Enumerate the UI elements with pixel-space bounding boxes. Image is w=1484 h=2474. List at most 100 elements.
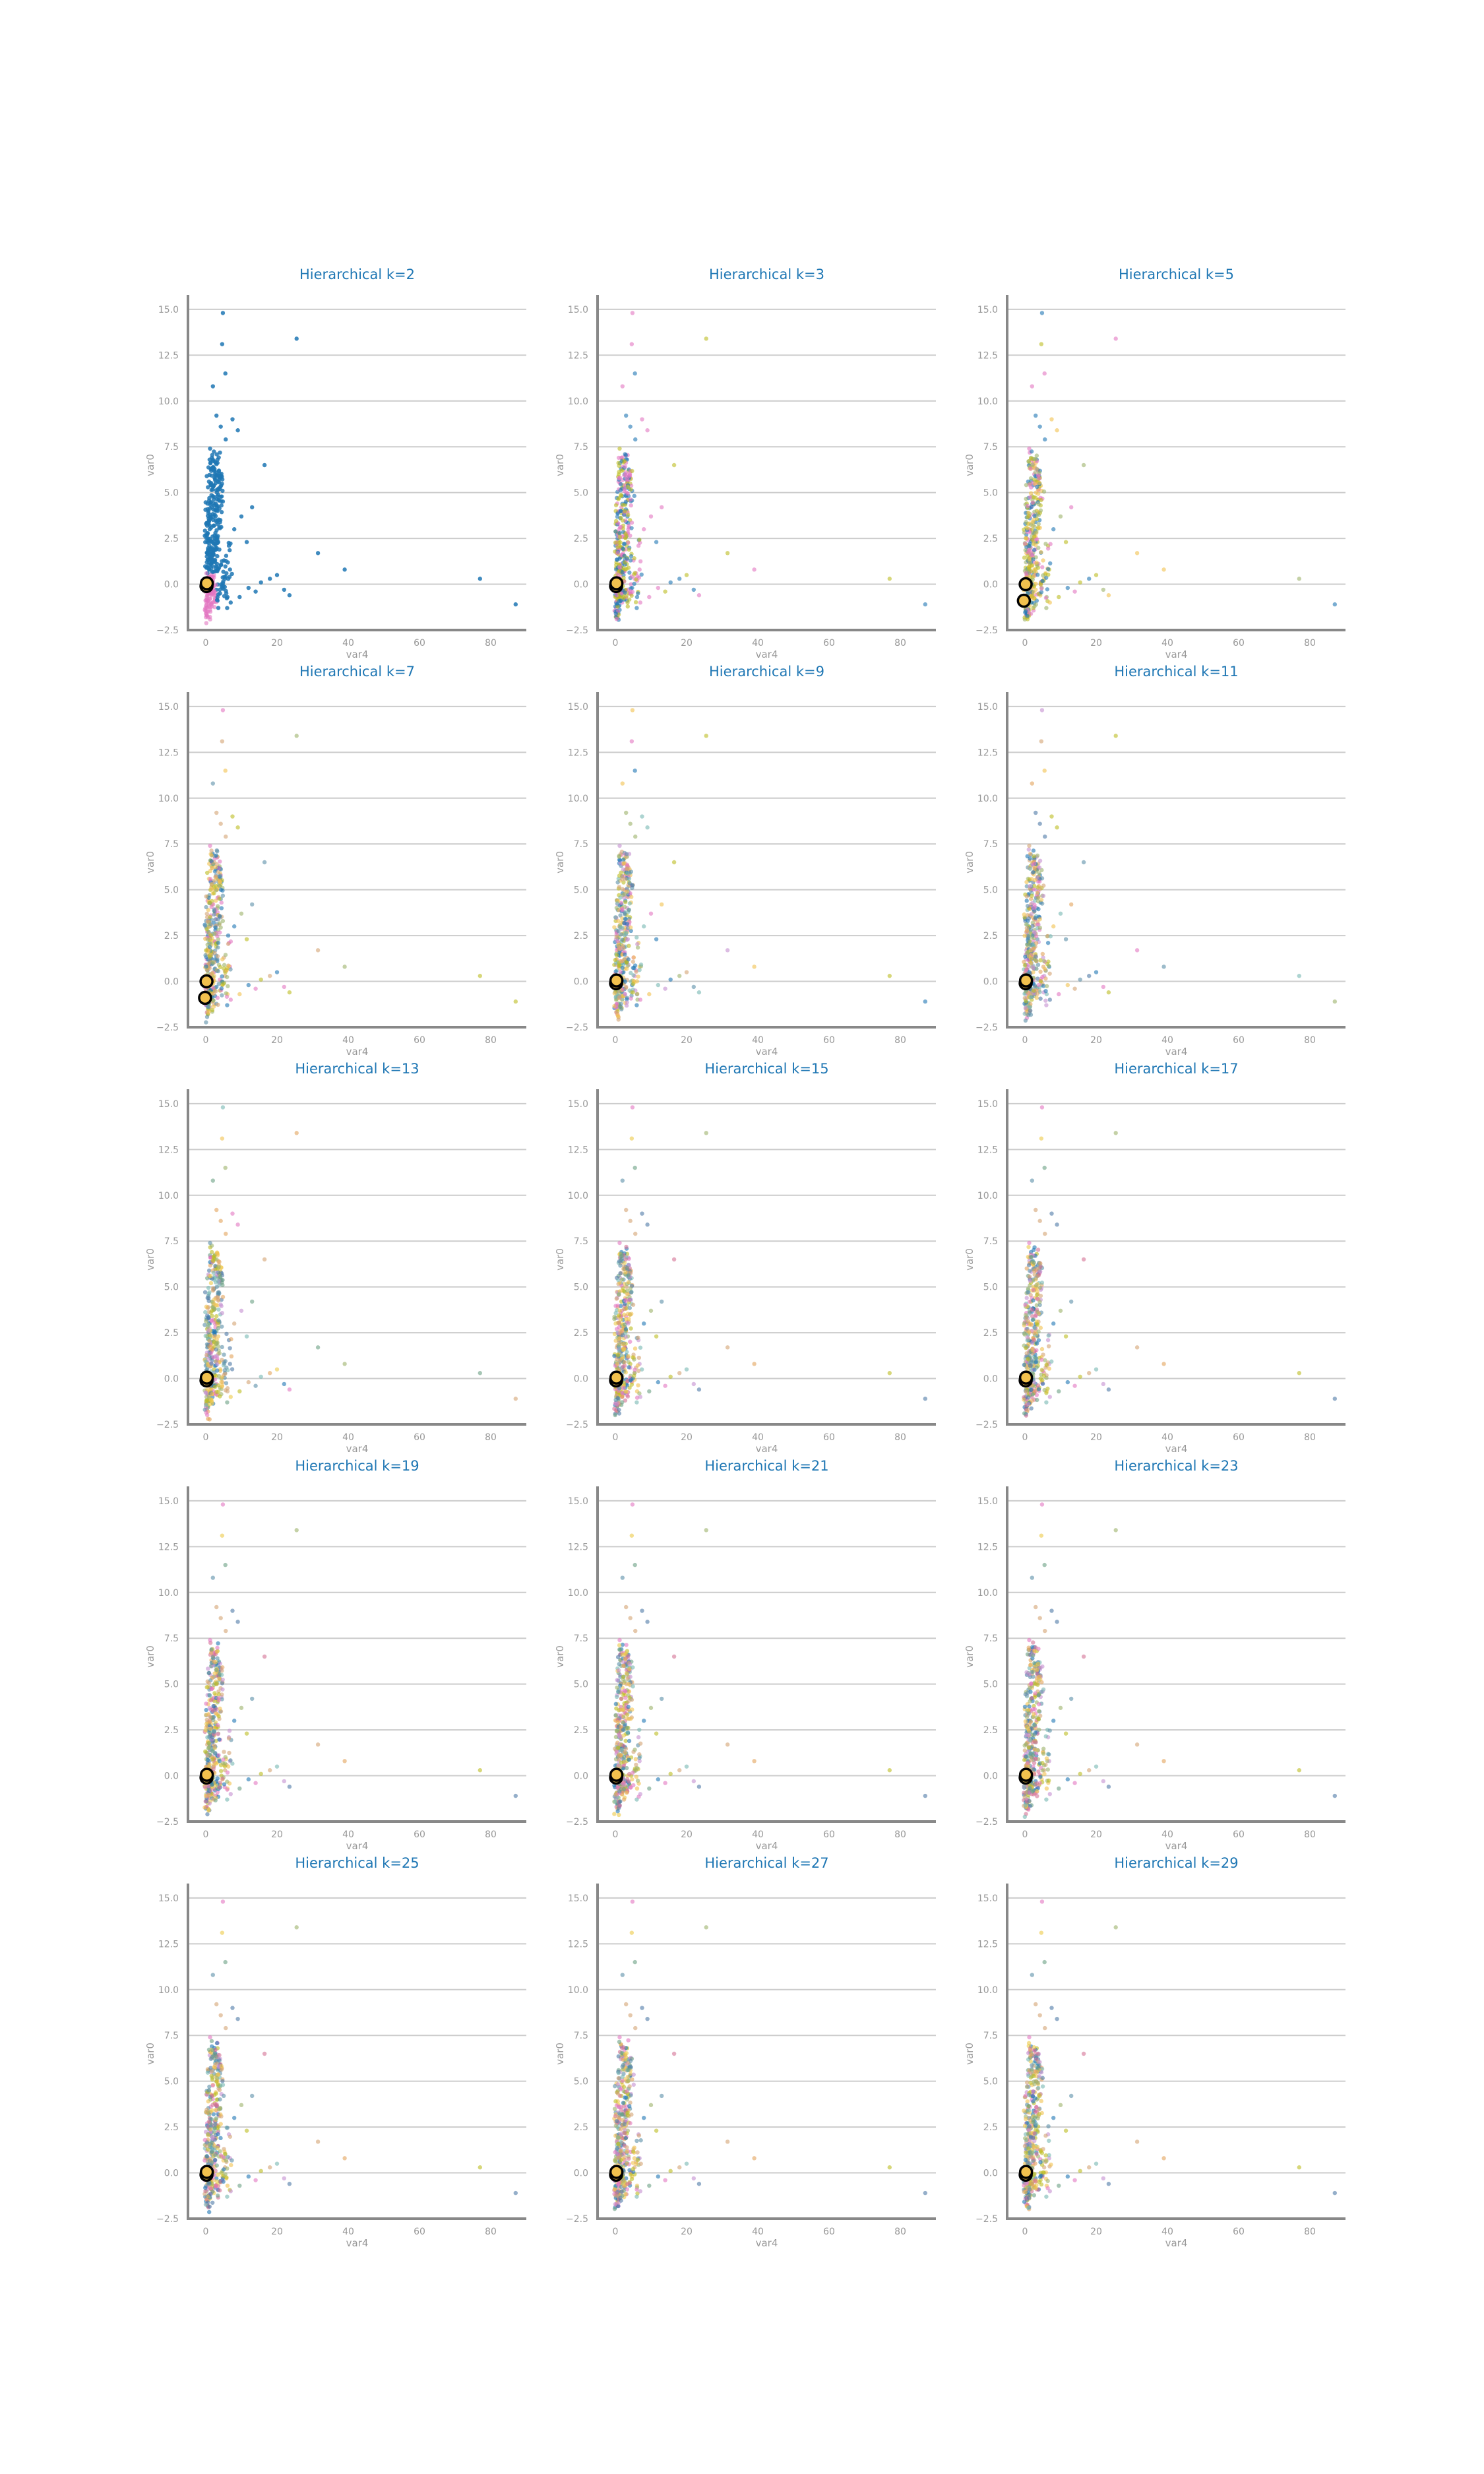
data-point <box>633 371 637 376</box>
data-point <box>206 1005 211 1009</box>
y-tick-label: 7.5 <box>574 839 588 850</box>
data-point <box>1031 1317 1036 1322</box>
data-point <box>1032 1331 1037 1336</box>
data-point <box>1045 567 1051 571</box>
data-point <box>204 536 209 540</box>
data-point <box>342 965 347 969</box>
data-point <box>207 1692 212 1697</box>
data-point <box>704 336 708 341</box>
data-point <box>1041 489 1047 494</box>
data-point <box>1094 1367 1099 1372</box>
data-point <box>629 996 633 1001</box>
data-point <box>677 1371 682 1376</box>
data-point <box>208 933 213 938</box>
data-point <box>208 1697 214 1703</box>
data-point <box>1030 500 1035 505</box>
data-point <box>617 843 622 848</box>
data-point <box>204 1411 208 1415</box>
data-point <box>1024 899 1029 903</box>
data-point <box>637 1727 642 1732</box>
data-point <box>1297 577 1302 581</box>
data-point <box>704 1131 708 1135</box>
y-tick-label: 12.5 <box>158 350 179 361</box>
x-tick-label: 80 <box>894 638 906 649</box>
data-point <box>629 487 633 492</box>
y-tick-label: 10.0 <box>158 1191 179 1201</box>
data-point <box>274 1764 280 1769</box>
data-point <box>1044 606 1049 610</box>
x-tick-label: 20 <box>681 1829 693 1840</box>
data-point <box>220 1345 224 1350</box>
data-point <box>1037 1285 1043 1290</box>
data-point <box>1026 1342 1031 1347</box>
data-point <box>244 1731 249 1736</box>
data-point <box>636 1355 641 1360</box>
data-point <box>634 577 638 582</box>
data-point <box>222 1782 227 1787</box>
data-point <box>244 540 249 544</box>
data-point <box>1038 1325 1043 1330</box>
data-point <box>615 1655 621 1660</box>
data-point <box>1028 1363 1032 1368</box>
data-point <box>1161 567 1166 572</box>
x-axis-label: var4 <box>346 649 369 660</box>
data-point <box>214 853 219 858</box>
data-point <box>623 1298 629 1304</box>
data-point <box>621 1797 627 1802</box>
data-point <box>622 1312 627 1317</box>
data-point <box>220 1357 224 1362</box>
data-point <box>1039 1105 1045 1110</box>
data-point <box>621 1714 626 1719</box>
data-point <box>617 1803 622 1808</box>
chart-title: Hierarchical k=17 <box>1114 1061 1238 1077</box>
data-point <box>1036 573 1040 577</box>
data-point <box>1039 311 1045 315</box>
data-point <box>204 1015 210 1019</box>
data-point <box>217 1785 222 1790</box>
x-axis-label: var4 <box>756 1046 778 1058</box>
data-point <box>1027 566 1032 571</box>
data-point <box>620 937 625 942</box>
data-point <box>629 1290 634 1295</box>
data-point <box>216 1265 221 1269</box>
data-point <box>613 957 618 963</box>
data-point <box>1069 902 1074 907</box>
data-point <box>211 501 216 506</box>
data-point <box>1058 911 1063 916</box>
data-point <box>214 488 219 493</box>
data-point <box>228 998 233 1002</box>
data-point <box>620 959 625 964</box>
x-tick-label: 0 <box>203 1432 209 1443</box>
cluster-center <box>609 576 624 590</box>
data-point <box>636 591 640 596</box>
data-point <box>1038 508 1043 513</box>
data-point <box>217 1737 222 1742</box>
x-tick-label: 20 <box>1090 638 1102 649</box>
data-point <box>208 1637 212 1643</box>
data-point <box>209 557 214 562</box>
data-point <box>210 1258 216 1263</box>
data-point <box>637 968 642 972</box>
data-point <box>1025 903 1030 908</box>
data-point <box>1049 417 1054 422</box>
y-tick-label: −2.5 <box>156 1023 179 1033</box>
data-point <box>1039 497 1043 503</box>
data-point <box>1029 1360 1034 1364</box>
data-point <box>226 560 230 565</box>
data-point <box>221 981 226 986</box>
y-tick-label: 12.5 <box>568 1542 588 1552</box>
data-point <box>224 588 228 593</box>
data-point <box>213 548 218 552</box>
data-point <box>627 1682 631 1686</box>
data-point <box>638 962 644 967</box>
data-point <box>1038 978 1043 984</box>
data-point <box>634 1400 639 1405</box>
data-point <box>623 916 628 922</box>
x-tick-label: 60 <box>414 1432 425 1443</box>
data-point <box>1027 544 1032 548</box>
data-point <box>1034 810 1038 815</box>
data-point <box>617 1337 622 1341</box>
data-point <box>216 1318 221 1323</box>
data-point <box>206 1792 211 1797</box>
y-tick-label: −2.5 <box>975 1420 998 1430</box>
